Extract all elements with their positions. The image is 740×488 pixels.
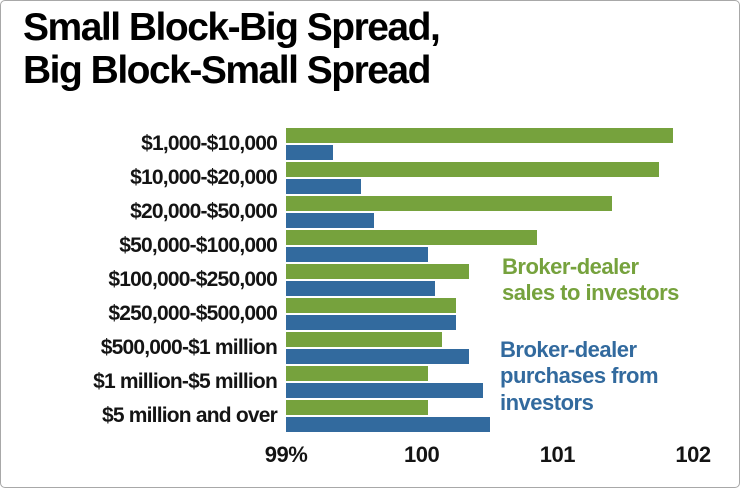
category-label: $20,000-$50,000 [130, 200, 278, 223]
legend-purchases: Broker-dealer purchases from investors [500, 337, 659, 416]
legend-sales: Broker-dealer sales to investors [502, 254, 679, 307]
bar-group [286, 366, 693, 398]
bar-purchases [286, 383, 483, 398]
bar-group [286, 332, 693, 364]
chart-row: $500,000-$1 million [1, 331, 693, 365]
x-axis-tick: 102 [675, 442, 711, 467]
legend-purchases-line3: investors [500, 389, 594, 415]
x-axis-tick: 99% [264, 442, 308, 467]
chart-title: Small Block-Big Spread, Big Block-Small S… [23, 6, 441, 93]
chart-row: $250,000-$500,000 [1, 297, 693, 331]
category-label: $10,000-$20,000 [130, 166, 278, 189]
bar-group [286, 230, 693, 262]
chart-row: $10,000-$20,000 [1, 161, 693, 195]
category-label: $5 million and over [101, 404, 278, 427]
category-label: $100,000-$250,000 [108, 268, 277, 291]
bar-purchases [286, 281, 436, 296]
bar-purchases [286, 145, 334, 160]
chart-rows: $1,000-$10,000 $10,000-$20,000 $20,000-$50… [1, 127, 693, 433]
legend-purchases-line1: Broker-dealer [500, 337, 637, 362]
bar-sales [286, 332, 443, 347]
legend-sales-line1: Broker-dealer [502, 254, 639, 279]
bar-group [286, 264, 693, 296]
bar-sales [286, 162, 660, 177]
bar-purchases [286, 179, 361, 194]
bar-purchases [286, 349, 470, 364]
bar-sales [286, 366, 429, 381]
category-label: $1,000-$10,000 [141, 132, 278, 155]
category-label: $1 million-$5 million [93, 370, 278, 393]
x-axis-tick: 100 [404, 442, 440, 467]
bar-purchases [286, 247, 429, 262]
bar-sales [286, 128, 673, 143]
chart-row: $1 million-$5 million [1, 365, 693, 399]
bar-sales [286, 196, 612, 211]
bar-purchases [286, 315, 456, 330]
bar-sales [286, 264, 470, 279]
bar-sales [286, 298, 456, 313]
bar-group [286, 162, 693, 194]
x-axis: 99% 100 101 102 [265, 442, 711, 470]
chart-title-line1: Small Block-Big Spread, [23, 6, 441, 49]
bar-group [286, 400, 693, 432]
bar-group [286, 128, 693, 160]
chart-row: $100,000-$250,000 [1, 263, 693, 297]
x-axis-tick: 101 [539, 442, 576, 467]
bar-purchases [286, 417, 490, 432]
chart-row: $5 million and over [1, 399, 693, 433]
bar-group [286, 196, 693, 228]
bar-group [286, 298, 693, 330]
chart-row: $1,000-$10,000 [1, 127, 693, 161]
bar-sales [286, 400, 429, 415]
legend-purchases-line2: purchases from [500, 363, 659, 389]
bar-purchases [286, 213, 375, 228]
chart-row: $20,000-$50,000 [1, 195, 693, 229]
chart-row: $50,000-$100,000 [1, 229, 693, 263]
legend-sales-line2: sales to investors [502, 280, 679, 306]
bar-sales [286, 230, 537, 245]
category-label: $250,000-$500,000 [108, 302, 277, 325]
category-label: $50,000-$100,000 [119, 234, 278, 257]
chart-title-line2: Big Block-Small Spread [23, 48, 431, 92]
category-label: $500,000-$1 million [100, 336, 278, 359]
